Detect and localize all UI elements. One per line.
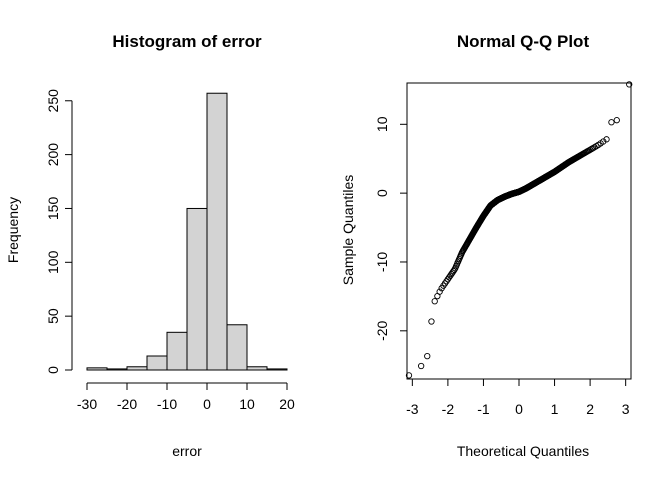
qq-point [600, 138, 607, 145]
histogram-bar [266, 368, 288, 371]
histogram-y-axis: 0 50 100 150 200 250 [45, 89, 73, 374]
histogram-y-tick-label: 250 [45, 89, 61, 113]
histogram-bar [106, 368, 128, 371]
qq-ylabel: Sample Quantiles [340, 175, 356, 286]
qq-point [424, 352, 431, 360]
qq-point [431, 298, 438, 305]
histogram-bar [226, 324, 248, 371]
histogram-y-tick-label: 0 [45, 366, 61, 374]
qq-point [451, 266, 458, 273]
histogram-x-tick-label: -20 [117, 396, 137, 412]
histogram-y-tick-label: 150 [45, 197, 61, 221]
qq-y-axis: -20 -10 0 10 [374, 116, 408, 341]
qq-point [603, 136, 610, 143]
qq-points [405, 81, 633, 379]
histogram-bar [146, 355, 168, 371]
qq-point [428, 318, 435, 325]
qq-point [613, 117, 620, 124]
qq-point [405, 372, 413, 379]
qq-plot-box [406, 82, 632, 380]
qq-point [447, 272, 454, 279]
histogram-x-axis: -30 -20 -10 0 10 20 [77, 382, 295, 412]
histogram-y-tick-label: 200 [45, 143, 61, 167]
histogram-x-tick-label: 0 [203, 396, 211, 412]
qq-x-tick-label: 3 [622, 401, 630, 417]
histogram-panel: Histogram of error error Frequency -30 -2… [5, 32, 295, 459]
qq-xlabel: Theoretical Quantiles [457, 443, 589, 459]
qq-x-tick-label: 2 [586, 401, 594, 417]
histogram-bars [86, 92, 288, 371]
histogram-bar [166, 331, 188, 371]
qq-point [417, 362, 425, 370]
histogram-bar [126, 366, 148, 371]
qq-point [588, 145, 595, 153]
qq-y-tick-label: -20 [374, 320, 390, 340]
qq-x-tick-label: 1 [551, 401, 559, 417]
qq-x-tick-label: -2 [442, 401, 455, 417]
histogram-x-tick-label: -10 [157, 396, 177, 412]
qq-plot-panel: Normal Q-Q Plot Theoretical Quantiles Sa… [340, 32, 633, 459]
histogram-xlabel: error [172, 443, 202, 459]
qq-point [608, 119, 615, 126]
qq-title: Normal Q-Q Plot [457, 32, 590, 51]
qq-x-axis: -3 -2 -1 0 1 2 3 [406, 378, 630, 417]
qq-point [626, 81, 633, 88]
qq-x-tick-label: 0 [515, 401, 523, 417]
qq-y-tick-label: -10 [374, 252, 390, 272]
histogram-x-tick-label: -30 [77, 396, 97, 412]
histogram-x-tick-label: 20 [279, 396, 295, 412]
histogram-y-tick-label: 100 [45, 250, 61, 274]
histogram-x-tick-label: 10 [239, 396, 255, 412]
qq-x-tick-label: -1 [477, 401, 490, 417]
qq-y-tick-label: 10 [374, 116, 390, 132]
histogram-bar [186, 207, 208, 371]
qq-x-tick-label: -3 [406, 401, 419, 417]
histogram-title: Histogram of error [112, 32, 262, 51]
histogram-ylabel: Frequency [5, 197, 21, 263]
histogram-bar [86, 367, 108, 371]
qq-y-tick-label: 0 [374, 189, 390, 197]
histogram-bar [206, 92, 228, 371]
histogram-bar [246, 366, 268, 371]
qq-point [436, 288, 443, 295]
histogram-y-tick-label: 50 [45, 308, 61, 324]
